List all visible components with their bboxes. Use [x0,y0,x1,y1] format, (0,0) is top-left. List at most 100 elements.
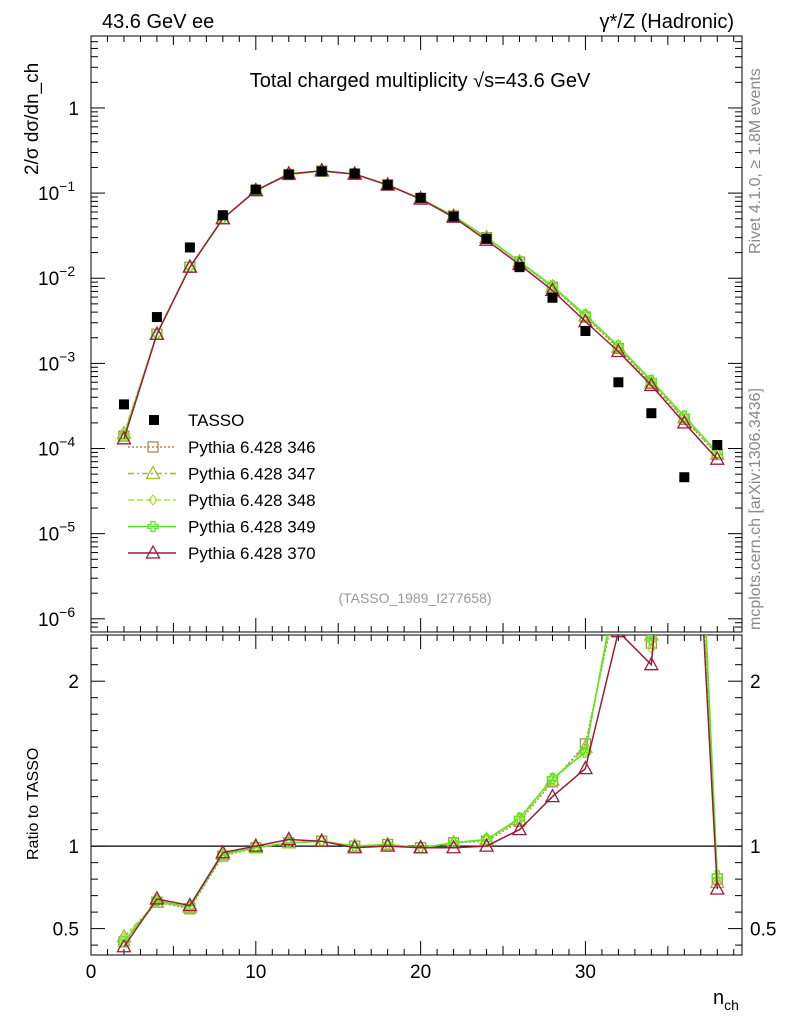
mc-point [149,325,165,340]
x-tick-label: 30 [575,962,596,983]
y-tick-label: 1 [68,99,79,120]
mc-line-series [123,170,718,455]
x-tick-label: 20 [410,962,431,983]
ratio-y-tick-label-right: 2 [750,672,761,693]
legend-label: Pythia 6.428 347 [188,465,316,484]
mc-point [546,280,559,292]
chart-title: Total charged multiplicity √s=43.6 GeV [250,70,591,92]
ratio-point [380,837,396,852]
ratio-point [347,839,363,854]
ratio-y-tick-label: 2 [68,672,79,693]
ratio-y-tick-label-right: 0.5 [750,920,776,941]
mc-point [182,258,198,273]
ratio-point [643,656,659,671]
legend-label: Pythia 6.428 346 [188,438,316,457]
ratio-point [709,880,725,895]
mc-point [711,446,723,459]
mc-point [676,414,692,429]
ratio-point [116,938,132,953]
legend-data-label: TASSO [188,411,244,430]
data-point [679,472,690,483]
y-tick-label: 10−5 [38,519,75,546]
mc-point [678,410,690,422]
legend-label: Pythia 6.428 348 [188,491,316,510]
ratio-point [445,839,462,854]
legend-marker [147,520,159,533]
ratio-plot-data [116,179,725,953]
data-point [646,408,657,419]
y-tick-label: 10−2 [38,263,75,290]
ratio-point [577,760,594,775]
y-tick-label: 10−3 [38,348,75,375]
energy-label: 43.6 GeV ee [102,11,214,33]
data-point [316,166,327,177]
legend-label: Pythia 6.428 370 [188,544,316,563]
legend-marker [148,493,158,507]
ratio-plot-frame [90,634,743,956]
ratio-point [711,870,723,882]
mc-point [579,309,592,321]
ratio-point [511,821,528,836]
y-tick-exponent: −3 [59,348,75,364]
ratio-point [613,585,623,595]
ratio-point [544,788,561,803]
data-point [118,399,129,410]
data-point [349,168,360,179]
data-point [250,184,261,195]
mc-point [643,377,659,392]
ratio-point [413,839,429,854]
x-axis-label: nch [713,987,739,1013]
y-tick-exponent: −2 [59,263,75,279]
ratio-point [182,897,198,912]
analysis-watermark: (TASSO_1989_I277658) [338,590,491,606]
ratio-point [248,837,264,852]
ratio-plot-axes: 0 10 20 30 0.5 0.5 1 1 2 2 [53,635,776,983]
main-plot-data [116,162,725,483]
x-tick-label: 0 [86,962,97,983]
ratio-y-axis-label: Ratio to TASSO [25,748,42,860]
data-point [283,169,294,180]
data-point [712,440,723,451]
ratio-point [281,831,297,846]
mc-point [610,343,626,358]
y-tick-exponent: −5 [59,519,75,535]
x-tick-label: 10 [245,962,266,983]
mc-point [119,428,129,441]
ratio-point [613,569,623,579]
y-tick-exponent: −1 [59,178,75,194]
ratio-point [478,837,495,852]
mc-point [116,430,132,445]
data-point [580,326,591,337]
ratio-y-tick-label: 1 [68,837,79,858]
data-point [547,292,558,303]
legend: TASSO Pythia 6.428 346 Pythia 6.428 347 Pyt… [128,411,316,563]
ratio-point [149,890,165,905]
data-point [613,377,624,388]
ratio-point [614,574,622,584]
ratio-point [547,774,558,787]
ratio-point [546,772,559,785]
ratio-point [679,198,689,208]
ratio-y-tick-label-right: 1 [750,837,761,858]
data-point [514,262,525,273]
data-point [151,312,162,323]
data-point [184,242,195,253]
mc-point [709,450,725,465]
mc-point [612,340,625,352]
ratio-line-series [123,635,719,948]
ratio-point [314,832,330,847]
main-plot-frame [90,35,743,633]
legend-label: Pythia 6.428 349 [188,518,316,537]
data-point [415,192,426,203]
ratio-y-tick-label: 0.5 [53,920,79,941]
y-tick-label: 10−1 [38,178,75,205]
ratio-point [119,932,129,945]
ratio-point [612,579,625,591]
legend-data-marker [149,415,159,425]
data-point [382,179,393,190]
y-tick-label: 10−6 [38,604,75,631]
y-tick-exponent: −4 [59,434,75,450]
ratio-point [678,179,691,191]
ratio-point [610,635,626,638]
